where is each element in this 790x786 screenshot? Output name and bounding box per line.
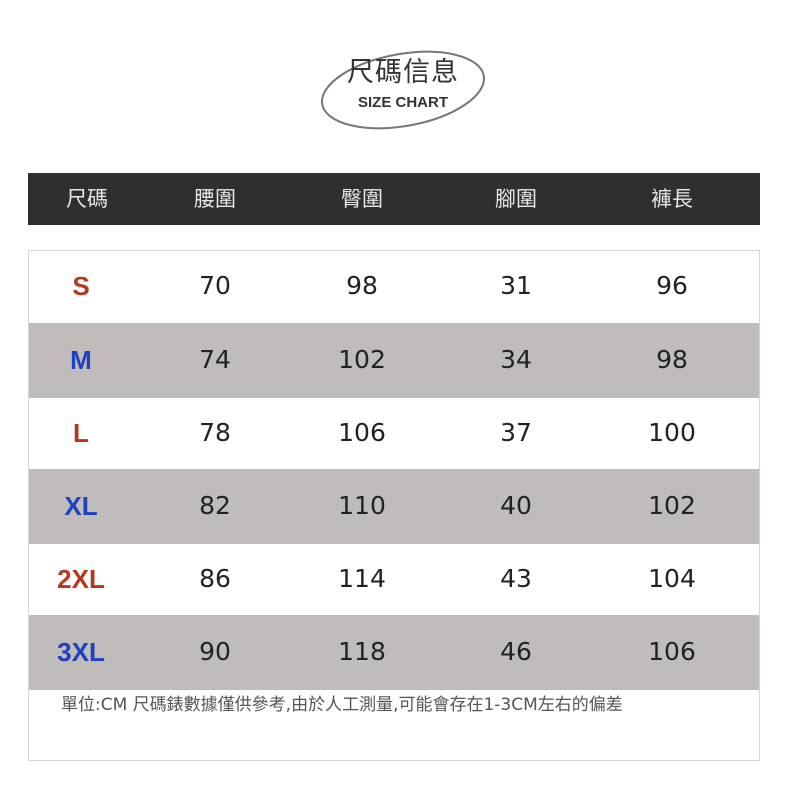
table-row-s: S 70 98 31 96 [29,251,759,323]
table-row-l: L 78 106 37 100 [29,398,759,469]
cell-waist: 82 [199,490,231,520]
cell-leg-opening: 43 [500,563,532,593]
title-oval [321,50,485,130]
column-header-waist: 腰圍 [194,187,236,211]
size-chart-title: 尺碼信息 SIZE CHART [318,44,488,136]
cell-waist: 78 [199,417,231,447]
cell-hip: 114 [338,563,386,593]
cell-length: 104 [648,563,696,593]
column-header-hip: 臀圍 [341,187,383,211]
cell-hip: 118 [338,636,386,666]
cell-waist: 74 [199,344,231,374]
cell-length: 100 [648,417,696,447]
measurement-note: 單位:CM 尺碼錶數據僅供參考,由於人工測量,可能會存在1-3CM左右的偏差 [61,695,623,715]
size-label: XL [64,490,98,521]
cell-length: 102 [648,490,696,520]
table-row-3xl: 3XL 90 118 46 106 [29,615,759,690]
cell-hip: 98 [346,271,378,300]
cell-hip: 102 [338,344,386,374]
cell-leg-opening: 46 [500,636,532,666]
size-label: S [72,271,90,301]
table-row-m: M 74 102 34 98 [29,323,759,398]
table-row-xl: XL 82 110 40 102 [29,469,759,544]
cell-hip: 110 [338,490,386,520]
size-label: L [73,417,89,448]
column-header-size: 尺碼 [66,187,108,211]
column-header-length: 褲長 [651,187,693,211]
cell-waist: 70 [199,271,231,300]
cell-leg-opening: 31 [500,271,532,300]
cell-length: 96 [656,271,688,300]
cell-leg-opening: 40 [500,490,532,520]
size-label: 3XL [57,636,105,667]
size-label: 2XL [57,563,105,594]
cell-waist: 86 [199,563,231,593]
cell-length: 98 [656,344,688,374]
size-table: 單位:CM 尺碼錶數據僅供參考,由於人工測量,可能會存在1-3CM左右的偏差 S… [28,250,760,761]
cell-length: 106 [648,636,696,666]
title-chinese: 尺碼信息 [347,57,459,88]
title-english: SIZE CHART [358,94,448,111]
table-row-2xl: 2XL 86 114 43 104 [29,544,759,615]
cell-leg-opening: 37 [500,417,532,447]
cell-hip: 106 [338,417,386,447]
table-header: 尺碼 腰圍 臀圍 腳圍 褲長 [28,173,760,225]
size-label: M [70,344,92,375]
column-header-leg-opening: 腳圍 [495,187,537,211]
cell-waist: 90 [199,636,231,666]
cell-leg-opening: 34 [500,344,532,374]
